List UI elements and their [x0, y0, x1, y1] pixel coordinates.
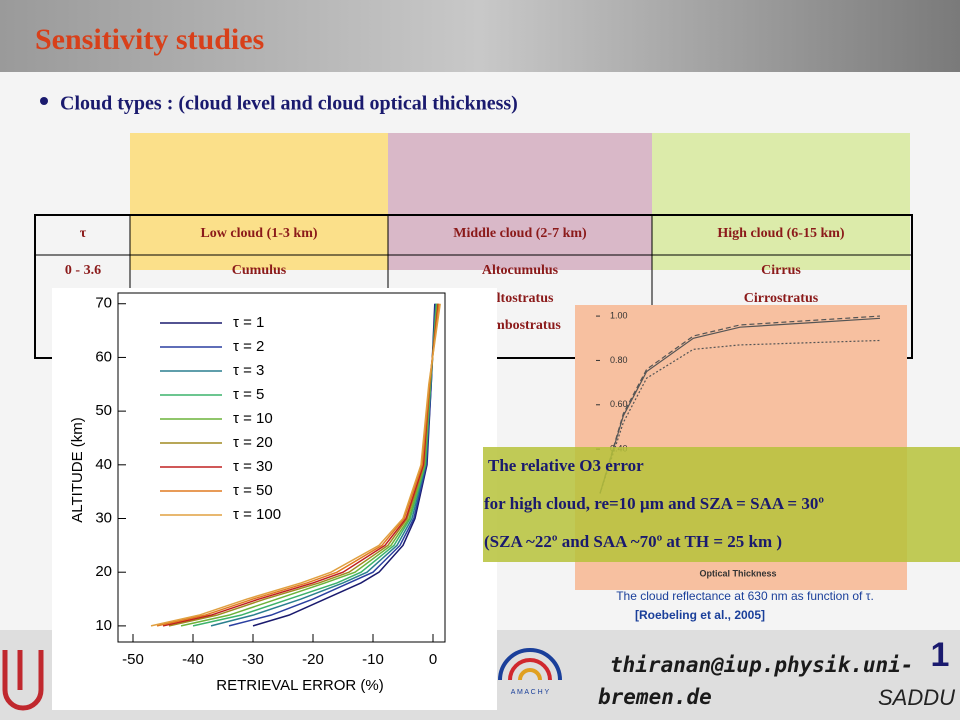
x-tick-label: -50	[122, 651, 144, 668]
table-header: Low cloud (1-3 km)	[200, 226, 317, 241]
y-tick-label: 70	[95, 295, 112, 312]
note-line: The relative O3 error	[488, 456, 644, 475]
header-band	[0, 0, 960, 72]
y-tick-label: 30	[95, 509, 112, 526]
x-tick-label: -40	[182, 651, 204, 668]
caption: The cloud reflectance at 630 nm as funct…	[616, 589, 874, 603]
bullet-dot	[40, 97, 48, 105]
reflectance-line	[599, 317, 881, 494]
legend-label: τ = 1	[233, 314, 264, 331]
note-line: for high cloud, re=10 µm and SZA = SAA =…	[484, 494, 824, 513]
y-tick-label: 10	[95, 617, 112, 634]
table-cell: Altocumulus	[482, 263, 559, 278]
y-tick-label: 60	[95, 348, 112, 365]
x-tick-label: 0	[429, 651, 437, 668]
high-cloud-band	[652, 133, 910, 270]
uni-logo	[2, 650, 44, 711]
bullet-text: Cloud types : (cloud level and cloud opt…	[60, 93, 518, 115]
email: thiranan@iup.physik.uni-	[610, 653, 913, 677]
y-tick-label: 0.80	[610, 355, 628, 365]
table-header: High cloud (6-15 km)	[717, 226, 845, 241]
table-header: τ	[80, 226, 87, 241]
note-box	[483, 447, 960, 562]
legend-label: τ = 50	[233, 482, 273, 499]
plot-frame	[117, 292, 446, 643]
logo-text: A M A C H Y	[511, 689, 550, 696]
table-cell: Cumulus	[232, 263, 287, 278]
sciamachy-logo	[498, 648, 562, 681]
x-tick-label: -20	[302, 651, 324, 668]
y-tick-label: 1.00	[610, 310, 628, 320]
email: bremen.de	[598, 685, 712, 709]
reflectance-line	[599, 315, 881, 494]
x-axis-label: RETRIEVAL ERROR (%)	[216, 677, 384, 694]
middle-cloud-band	[388, 133, 652, 270]
legend-label: τ = 10	[233, 410, 273, 427]
table-cell: Nimbostratus	[479, 318, 561, 333]
legend-label: τ = 2	[233, 338, 264, 355]
legend-label: τ = 20	[233, 434, 273, 451]
reflectance-line	[599, 339, 881, 494]
legend-label: τ = 5	[233, 386, 264, 403]
legend-label: τ = 30	[233, 458, 273, 475]
legend-label: τ = 100	[233, 506, 281, 523]
low-cloud-band	[130, 133, 388, 270]
error-line	[156, 303, 440, 627]
x-axis-label: Optical Thickness	[699, 568, 776, 578]
table-cell: Cirrus	[761, 263, 801, 278]
table-cell: Altostratus	[487, 291, 554, 306]
table-cell: 0 - 3.6	[65, 263, 101, 278]
note-line: (SZA ~22º and SAA ~70º at TH = 25 km )	[484, 532, 782, 551]
error-line	[150, 303, 441, 627]
reference: [Roebeling et al., 2005]	[635, 608, 765, 622]
y-tick-label: 40	[95, 456, 112, 473]
y-axis-label: ALTITUDE (km)	[69, 417, 86, 523]
y-tick-label: 50	[95, 402, 112, 419]
legend-label: τ = 3	[233, 362, 264, 379]
x-tick-label: -10	[362, 651, 384, 668]
y-tick-label: 20	[95, 563, 112, 580]
y-tick-label: 0.60	[610, 399, 628, 409]
short-name: SADDU	[878, 685, 955, 710]
x-tick-label: -30	[242, 651, 264, 668]
retrieval-figure	[52, 288, 497, 710]
title: Sensitivity studies	[35, 23, 264, 56]
page-number: 1	[931, 636, 950, 674]
table-cell: Cirrostratus	[744, 291, 819, 306]
table-header: Middle cloud (2-7 km)	[453, 226, 587, 241]
